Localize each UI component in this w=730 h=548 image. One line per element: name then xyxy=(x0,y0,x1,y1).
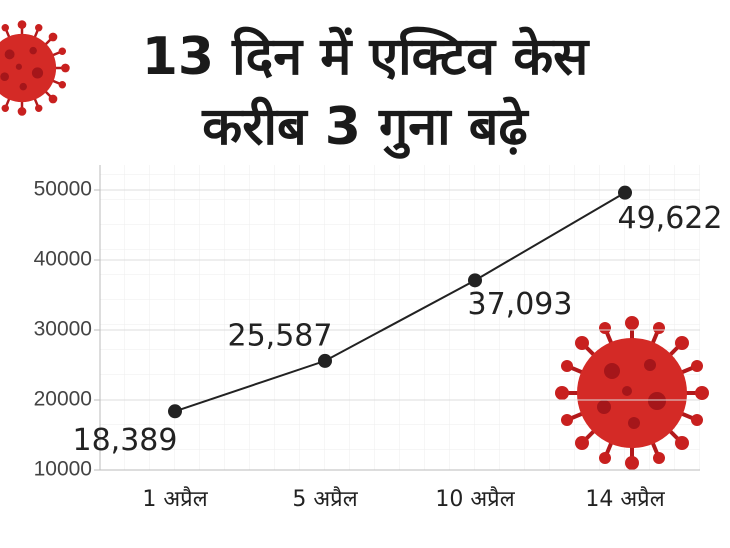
point xyxy=(468,273,482,288)
value-label: 37,093 xyxy=(468,287,573,322)
value-label: 18,389 xyxy=(73,423,178,458)
line xyxy=(174,191,626,413)
y-tick-label: 50000 xyxy=(34,178,92,201)
x-tick-label: 5 अप्रैल xyxy=(292,486,358,512)
virus-icon xyxy=(0,19,71,117)
x-tick-label: 14 अप्रैल xyxy=(585,486,665,512)
y-tick-label: 40000 xyxy=(34,248,92,271)
value-label: 49,622 xyxy=(618,201,723,236)
point xyxy=(618,185,632,200)
point xyxy=(168,404,182,419)
x-tick-label: 10 अप्रैल xyxy=(435,486,515,512)
y-tick-label: 30000 xyxy=(34,318,92,341)
point xyxy=(318,353,332,368)
y-tick-label: 20000 xyxy=(34,388,92,411)
y-tick-label: 10000 xyxy=(34,458,92,481)
chart-title: 13 दिन में एक्टिव केस xyxy=(142,26,590,87)
virus-icon xyxy=(553,314,711,472)
chart-title: करीब 3 गुना बढ़े xyxy=(201,96,529,159)
x-tick-label: 1 अप्रैल xyxy=(142,486,208,512)
value-label: 25,587 xyxy=(228,318,333,353)
